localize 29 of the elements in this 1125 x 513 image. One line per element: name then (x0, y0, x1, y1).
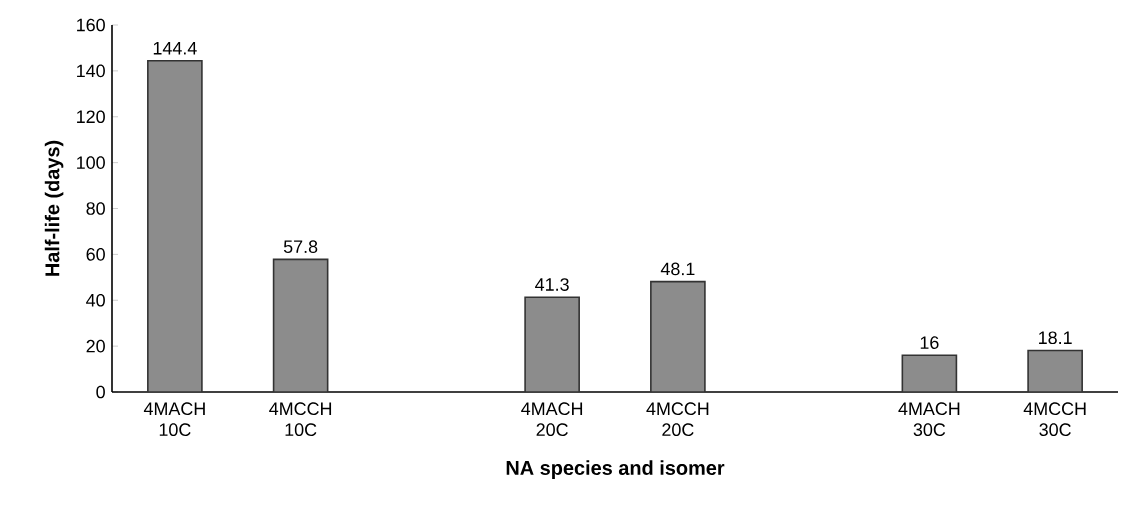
data-label: 41.3 (535, 278, 569, 291)
y-axis-title: Half-life (days) (44, 140, 64, 276)
bar (524, 296, 580, 392)
y-tick-label: 100 (77, 156, 105, 169)
data-label: 48.1 (660, 262, 695, 276)
bar (147, 59, 203, 392)
y-tick-label: 0 (96, 385, 105, 399)
x-tick-label: 4MCCH 20C (646, 402, 709, 437)
y-tick-label: 120 (77, 110, 105, 124)
x-axis-title: NA species and isomer (506, 460, 725, 479)
y-tick-label: 140 (77, 64, 105, 78)
x-tick-label: 4MCCH 10C (269, 402, 332, 437)
x-tick-label: 4MACH 10C (143, 402, 205, 437)
y-tick-label: 160 (77, 18, 105, 32)
data-label: 57.8 (283, 240, 318, 254)
bar (272, 258, 329, 392)
y-tick-label: 40 (86, 293, 105, 307)
y-tick-label: 60 (86, 248, 105, 261)
x-tick-label: 4MCCH 30C (1023, 402, 1086, 437)
data-label: 16 (920, 336, 939, 349)
bar (901, 354, 958, 392)
x-tick-label: 4MACH 20C (521, 402, 583, 437)
y-tick-label: 20 (86, 339, 105, 353)
x-tick-label: 4MACH 30C (898, 402, 960, 437)
bar (650, 280, 706, 392)
y-tick-label: 80 (86, 202, 105, 215)
bar (1027, 349, 1083, 392)
data-label: 18.1 (1039, 331, 1072, 345)
data-label: 144.4 (153, 42, 197, 55)
